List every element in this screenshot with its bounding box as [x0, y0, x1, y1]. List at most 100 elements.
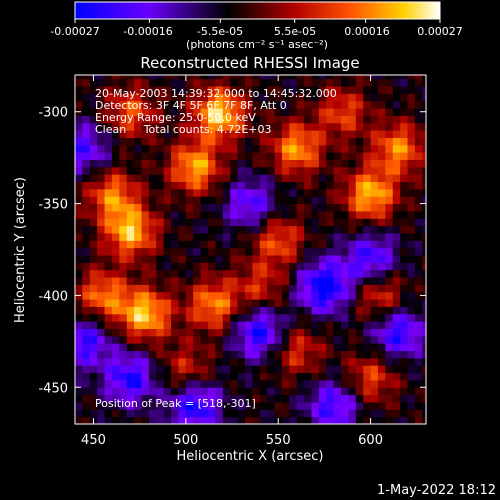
heatmap-cell — [422, 401, 426, 410]
heatmap-cell — [141, 401, 150, 410]
heatmap-cell — [171, 152, 179, 160]
heatmap-cell — [111, 115, 120, 124]
heatmap-cell — [163, 174, 172, 183]
heatmap-cell — [281, 188, 290, 197]
heatmap-cell — [363, 313, 372, 322]
heatmap-cell — [377, 269, 386, 278]
heatmap-cell — [414, 357, 423, 366]
heatmap-cell — [200, 75, 209, 80]
heatmap-cell — [163, 321, 172, 329]
heatmap-cell — [267, 225, 276, 234]
heatmap-cell — [414, 269, 423, 278]
heatmap-cell — [244, 78, 253, 87]
heatmap-cell — [119, 401, 128, 410]
heatmap-cell — [304, 299, 312, 307]
heatmap-cell — [304, 181, 312, 190]
heatmap-cell — [370, 93, 379, 102]
heatmap-cell — [392, 335, 401, 344]
heatmap-cell — [377, 291, 386, 300]
heatmap-cell — [333, 144, 342, 153]
heatmap-cell — [193, 137, 202, 146]
heatmap-cell — [193, 232, 202, 241]
heatmap-cell — [259, 159, 268, 168]
heatmap-cell — [333, 299, 342, 307]
heatmap-cell — [230, 108, 239, 116]
heatmap-cell — [75, 379, 83, 388]
heatmap-cell — [82, 313, 91, 322]
heatmap-cell — [111, 350, 120, 359]
heatmap-cell — [193, 335, 202, 344]
heatmap-cell — [244, 100, 253, 109]
heatmap-cell — [156, 174, 165, 183]
heatmap-cell — [237, 335, 246, 344]
heatmap-cell — [244, 343, 253, 352]
heatmap-cell — [104, 306, 113, 315]
heatmap-cell — [304, 232, 312, 241]
y-tick-label-300: -300 — [38, 106, 68, 121]
heatmap-cell — [407, 269, 416, 278]
heatmap-cell — [296, 416, 305, 424]
heatmap-cell — [156, 372, 165, 381]
heatmap-cell — [407, 203, 416, 212]
heatmap-cell — [111, 240, 120, 249]
heatmap-cell — [178, 86, 187, 94]
heatmap-cell — [377, 232, 386, 241]
heatmap-cell — [244, 284, 253, 293]
heatmap-cell — [156, 284, 165, 293]
heatmap-cell — [341, 409, 349, 418]
heatmap-cell — [318, 93, 327, 102]
heatmap-cell — [244, 232, 253, 241]
heatmap-cell — [119, 409, 128, 418]
heatmap-cell — [370, 152, 379, 160]
heatmap-cell — [82, 166, 91, 175]
heatmap-cell — [185, 130, 194, 138]
heatmap-cell — [333, 365, 342, 374]
heatmap-cell — [259, 262, 268, 271]
heatmap-cell — [311, 262, 320, 271]
heatmap-cell — [244, 394, 253, 403]
heatmap-cell — [111, 218, 120, 227]
heatmap-cell — [348, 291, 357, 300]
heatmap-cell — [104, 299, 113, 307]
heatmap-cell — [267, 108, 276, 116]
heatmap-cell — [377, 152, 386, 160]
heatmap-cell — [178, 269, 187, 278]
heatmap-cell — [222, 210, 231, 219]
heatmap-cell — [355, 210, 364, 219]
heatmap-cell — [414, 372, 423, 381]
heatmap-cell — [171, 240, 179, 249]
heatmap-cell — [289, 255, 298, 263]
heatmap-cell — [156, 218, 165, 227]
heatmap-cell — [274, 328, 283, 337]
heatmap-cell — [237, 284, 246, 293]
heatmap-cell — [341, 159, 349, 168]
heatmap-cell — [326, 394, 335, 403]
heatmap-cell — [126, 144, 135, 153]
heatmap-cell — [200, 115, 209, 124]
heatmap-cell — [215, 100, 224, 109]
heatmap-cell — [318, 291, 327, 300]
y-tick-label-400: -400 — [38, 289, 68, 304]
heatmap-cell — [392, 379, 401, 388]
heatmap-cell — [363, 100, 372, 109]
heatmap-cell — [126, 269, 135, 278]
heatmap-cell — [392, 240, 401, 249]
heatmap-cell — [422, 313, 426, 322]
heatmap-cell — [363, 203, 372, 212]
heatmap-cell — [222, 166, 231, 175]
heatmap-cell — [333, 86, 342, 94]
heatmap-cell — [348, 232, 357, 241]
heatmap-cell — [178, 255, 187, 263]
heatmap-cell — [111, 401, 120, 410]
heatmap-cell — [82, 174, 91, 183]
heatmap-cell — [326, 335, 335, 344]
heatmap-cell — [377, 218, 386, 227]
heatmap-cell — [193, 357, 202, 366]
heatmap-cell — [222, 174, 231, 183]
heatmap-cell — [97, 203, 106, 212]
heatmap-cell — [341, 75, 349, 80]
heatmap-cell — [267, 269, 276, 278]
heatmap-cell — [97, 159, 106, 168]
heatmap-cell — [259, 247, 268, 256]
heatmap-cell — [281, 321, 290, 329]
